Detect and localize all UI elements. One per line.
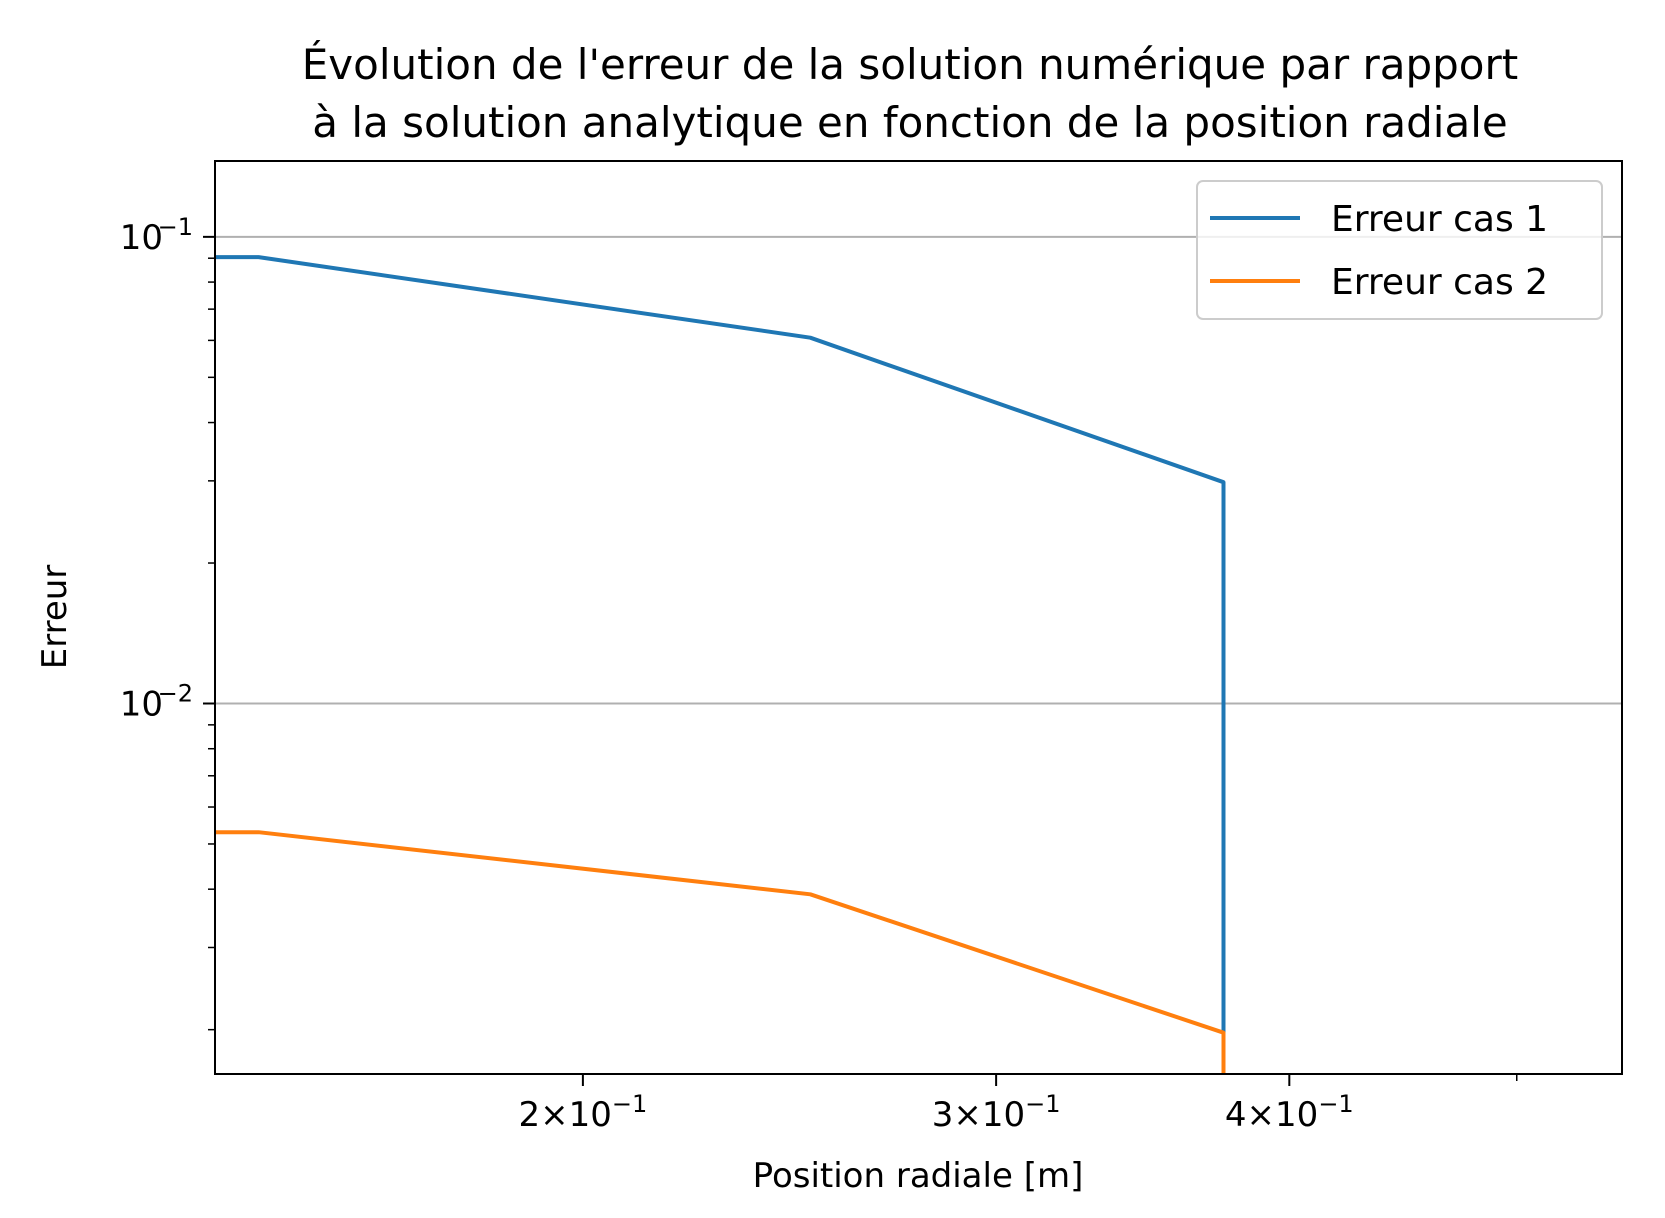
series-lines	[215, 255, 1226, 1074]
chart-title-line-1: Évolution de l'erreur de la solution num…	[301, 40, 1519, 89]
chart-title: Évolution de l'erreur de la solution num…	[180, 36, 1640, 152]
legend: Erreur cas 1 Erreur cas 2	[1196, 180, 1603, 320]
x-tick-label-0: 2×10−1	[518, 1090, 647, 1135]
series-line-2	[215, 830, 1226, 1074]
y-axis-label: Erreur	[35, 565, 75, 670]
x-axis-label: Position radiale [m]	[753, 1156, 1084, 1196]
series-line-1	[215, 255, 1226, 1074]
y-tick-label-1: 10−2	[120, 679, 193, 724]
plot-frame	[214, 160, 1623, 1075]
legend-label-erreur-cas-2: Erreur cas 2	[1331, 262, 1548, 303]
axis-ticks	[203, 235, 1518, 1086]
x-tick-label-1: 3×10−1	[932, 1090, 1061, 1135]
legend-label-erreur-cas-1: Erreur cas 1	[1331, 199, 1548, 240]
x-tick-label-2: 4×10−1	[1225, 1090, 1354, 1135]
chart-title-line-2: à la solution analytique en fonction de …	[312, 98, 1508, 147]
axis-tick-labels: 2×10−1 3×10−1 4×10−1 10−1 10−2	[120, 213, 1354, 1135]
legend-box	[1196, 180, 1603, 320]
y-tick-label-0: 10−1	[120, 213, 193, 258]
